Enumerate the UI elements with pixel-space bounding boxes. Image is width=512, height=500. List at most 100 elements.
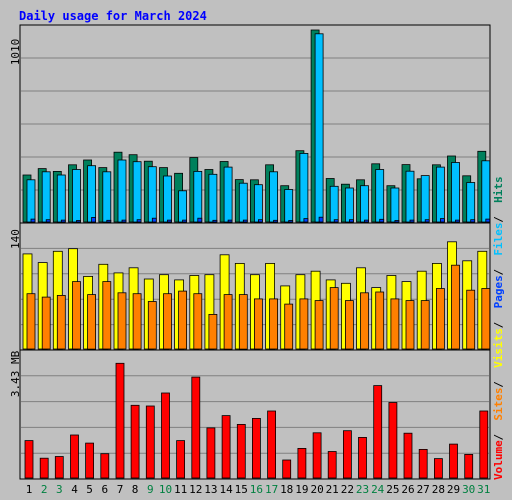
sites-bar [375, 291, 385, 350]
files-bar [102, 171, 112, 223]
pages-bar [303, 218, 309, 223]
volume-bar [24, 440, 34, 479]
files-bar [208, 173, 218, 223]
volume-bar [464, 453, 474, 479]
files-bar [344, 187, 354, 223]
x-tick-label: 22 [341, 483, 354, 496]
pages-bar [424, 219, 430, 223]
files-bar [117, 159, 127, 223]
x-tick-label: 6 [101, 483, 108, 496]
volume-bar [433, 458, 443, 479]
files-bar [435, 166, 445, 223]
sites-bar [390, 298, 400, 350]
files-bar [451, 162, 460, 223]
sites-bar [26, 293, 36, 350]
sites-bar [435, 288, 445, 350]
volume-bar [418, 448, 428, 479]
sites-bar [147, 301, 157, 350]
pages-bar [121, 219, 127, 223]
volume-bar [70, 434, 79, 479]
files-bar [193, 170, 203, 223]
files-bar [147, 166, 157, 223]
volume-bar [282, 459, 292, 479]
files-bar [269, 171, 279, 223]
pages-bar [60, 219, 66, 223]
volume-bar [39, 457, 49, 479]
legend-separator: / [492, 269, 505, 276]
pages-bar [379, 218, 385, 223]
files-bar [26, 179, 36, 223]
legend-separator: / [492, 381, 505, 388]
sites-bar [314, 300, 324, 350]
volume-bar [342, 430, 352, 479]
volume-bar [85, 442, 94, 479]
volume-bar [145, 405, 155, 479]
legend-files: Files [492, 222, 505, 255]
pages-bar [30, 218, 36, 223]
sites-bar [223, 294, 233, 350]
sites-bar [466, 289, 476, 350]
x-tick-label: 12 [189, 483, 202, 496]
legend-pages: Pages [492, 275, 505, 308]
files-bar [132, 161, 142, 223]
volume-bar [449, 443, 458, 479]
pages-bar [182, 219, 188, 223]
sites-bar [253, 298, 263, 350]
volume-bar [130, 404, 140, 479]
x-tick-label: 14 [219, 483, 233, 496]
pages-bar [318, 216, 324, 223]
sites-bar [299, 298, 309, 350]
pages-bar [455, 219, 460, 223]
volume-bar [403, 432, 413, 479]
sites-bar [238, 294, 248, 350]
legend-visits: Visits [492, 328, 505, 368]
volume-bar [206, 427, 216, 479]
volume-bar [221, 415, 231, 479]
legend-volume: Volume [492, 440, 505, 480]
pages-bar [394, 220, 400, 223]
x-tick-label: 1 [26, 483, 33, 496]
volume-bar [267, 410, 277, 479]
sites-bar [329, 287, 339, 350]
volume-bar [236, 423, 246, 479]
middle-panel-max-label: 140 [9, 229, 22, 249]
files-bar [390, 187, 400, 223]
legend: Volume / Sites / Visits / Pages / Files … [492, 176, 505, 480]
x-tick-label: 7 [117, 483, 124, 496]
pages-bar [333, 219, 339, 223]
pages-bar [409, 219, 415, 223]
x-tick-label: 15 [235, 483, 248, 496]
x-tick-label: 8 [132, 483, 139, 496]
volume-bar [161, 392, 170, 479]
x-tick-label: 16 [250, 483, 263, 496]
files-bar [314, 33, 324, 223]
pages-bar [212, 219, 218, 223]
x-tick-label: 11 [174, 483, 187, 496]
sites-bar [481, 288, 491, 350]
x-tick-label: 27 [417, 483, 430, 496]
pages-bar [288, 220, 294, 223]
x-tick-label: 5 [86, 483, 93, 496]
sites-bar [87, 294, 96, 350]
chart-title: Daily usage for March 2024 [19, 9, 207, 23]
pages-bar [273, 219, 279, 223]
sites-bar [163, 293, 172, 350]
volume-bar [251, 417, 261, 479]
legend-separator: / [492, 434, 505, 441]
pages-bar [485, 218, 491, 223]
pages-bar [348, 219, 354, 223]
x-tick-label: 2 [41, 483, 48, 496]
pages-bar [136, 219, 142, 223]
files-bar [56, 174, 66, 223]
legend-separator: / [492, 216, 505, 223]
volume-bar [54, 456, 64, 479]
x-tick-label: 19 [295, 483, 308, 496]
files-bar [238, 182, 248, 223]
x-tick-label: 31 [477, 483, 490, 496]
x-tick-label: 30 [462, 483, 475, 496]
bottom-panel-max-label: 3.43 MB [9, 350, 22, 397]
files-bar [375, 169, 385, 223]
x-tick-label: 21 [326, 483, 339, 496]
sites-bar [193, 293, 203, 350]
sites-bar [405, 300, 415, 350]
